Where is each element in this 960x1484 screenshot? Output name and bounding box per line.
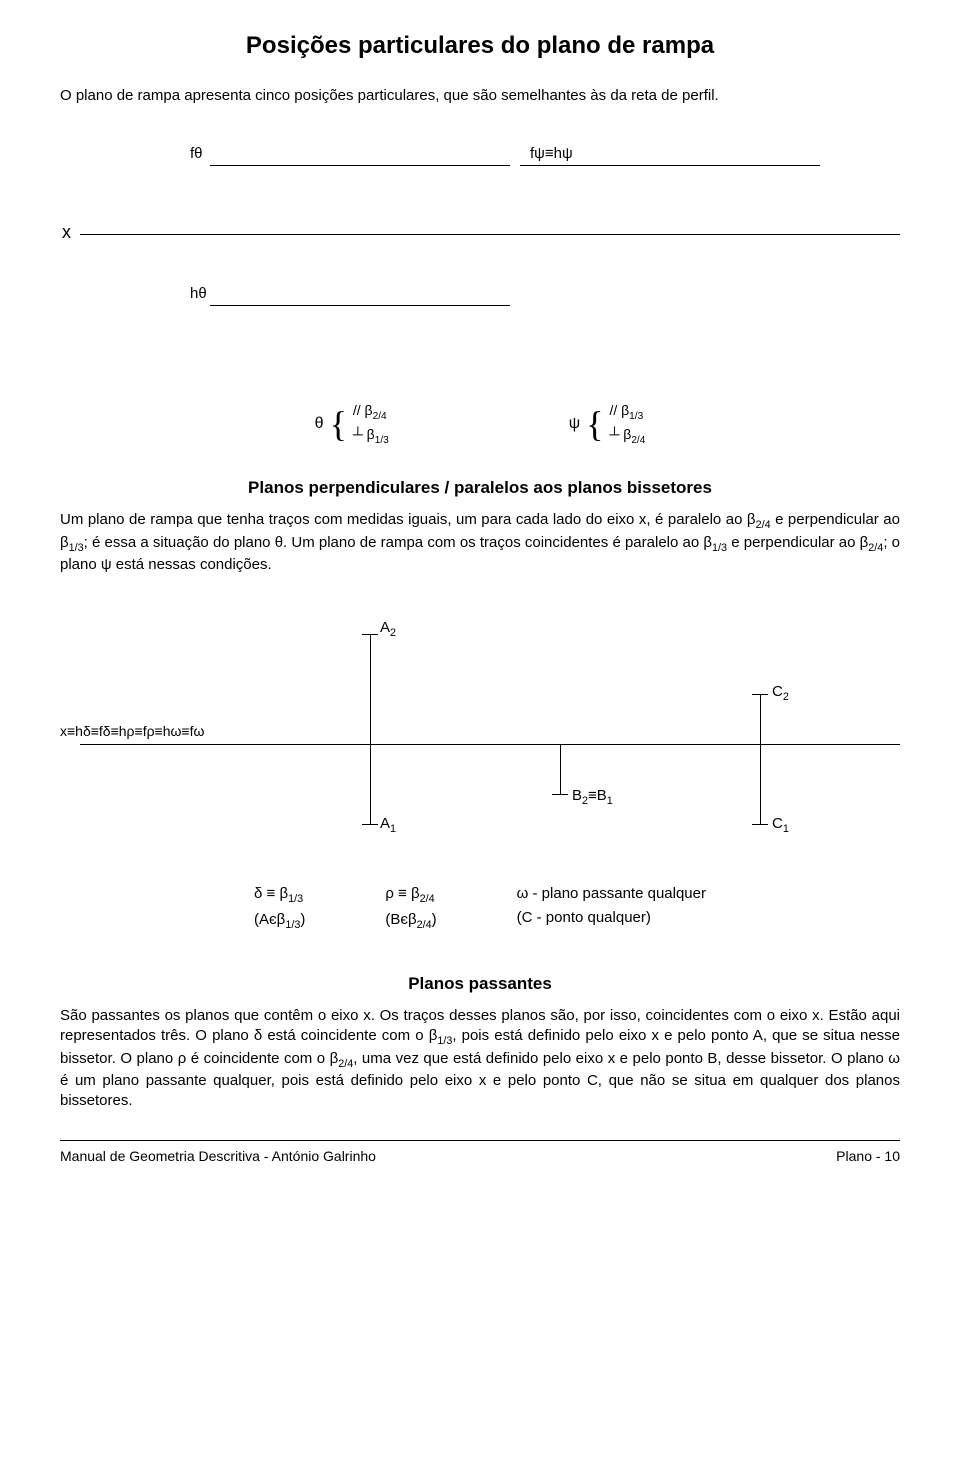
footer-left: Manual de Geometria Descritiva - António…: [60, 1147, 376, 1166]
theta-condition: θ { // β2/4 ┴ β1/3: [315, 401, 389, 448]
htheta-label: hθ: [190, 284, 207, 304]
footer-right: Plano - 10: [836, 1147, 900, 1166]
fpsi-label: fψ≡hψ: [530, 144, 573, 164]
legend-rho-1: ρ ≡ β2/4: [385, 884, 434, 907]
page-footer: Manual de Geometria Descritiva - António…: [60, 1140, 900, 1166]
legend-omega-2: (C - ponto qualquer): [517, 908, 651, 928]
ftheta-line: [210, 165, 510, 166]
diagram2-legend: δ ≡ β1/3 (Aєβ1/3) ρ ≡ β2/4 (Bєβ2/4) ω - …: [60, 884, 900, 933]
d2-tick-A1: [362, 824, 378, 825]
htheta-line: [210, 305, 510, 306]
diagram-top: fθ fψ≡hψ x hθ: [60, 137, 900, 377]
theta-name: θ: [315, 413, 324, 435]
legend-rho-2: (Bєβ2/4): [385, 910, 436, 933]
plane-conditions-row: θ { // β2/4 ┴ β1/3 ψ { // β1/3 ┴ β2/4: [60, 401, 900, 448]
d2-label-B: B2≡B1: [572, 786, 613, 809]
d2-tick-C2: [752, 694, 768, 695]
d2-label-C1: C1: [772, 814, 789, 837]
d2-line-A: [370, 634, 371, 824]
d2-tick-C1: [752, 824, 768, 825]
legend-omega-1: ω - plano passante qualquer: [517, 884, 706, 904]
d2-x-axis: [80, 744, 900, 745]
page-title: Posições particulares do plano de rampa: [60, 30, 900, 62]
psi-cond-1: // β1/3: [609, 401, 645, 423]
psi-brace: {: [586, 406, 603, 442]
psi-condition: ψ { // β1/3 ┴ β2/4: [569, 401, 646, 448]
d2-line-C: [760, 694, 761, 824]
legend-omega: ω - plano passante qualquer (C - ponto q…: [517, 884, 706, 933]
theta-cond-1: // β2/4: [353, 401, 389, 423]
theta-brace: {: [330, 406, 347, 442]
legend-delta-2: (Aєβ1/3): [254, 910, 305, 933]
diagram-bottom: x≡hδ≡fδ≡hρ≡fρ≡hω≡fω A2 A1 B2≡B1 C2 C1: [60, 604, 900, 864]
psi-name: ψ: [569, 413, 580, 435]
legend-rho: ρ ≡ β2/4 (Bєβ2/4): [385, 884, 436, 933]
section2-subtitle: Planos passantes: [60, 973, 900, 996]
d2-tick-A2: [362, 634, 378, 635]
d2-label-A2: A2: [380, 618, 396, 641]
section1-subtitle: Planos perpendiculares / paralelos aos p…: [60, 477, 900, 500]
section1-body: Um plano de rampa que tenha traços com m…: [60, 510, 900, 575]
theta-cond-2: ┴ β1/3: [353, 425, 389, 447]
psi-cond-2: ┴ β2/4: [609, 425, 645, 447]
d2-x-label: x≡hδ≡fδ≡hρ≡fρ≡hω≡fω: [60, 722, 204, 741]
d2-label-C2: C2: [772, 682, 789, 705]
legend-delta: δ ≡ β1/3 (Aєβ1/3): [254, 884, 305, 933]
section2-body: São passantes os planos que contêm o eix…: [60, 1006, 900, 1112]
intro-paragraph: O plano de rampa apresenta cinco posiçõe…: [60, 86, 900, 106]
legend-delta-1: δ ≡ β1/3: [254, 884, 303, 907]
d2-line-B: [560, 744, 561, 794]
fpsi-line: [520, 165, 820, 166]
d2-label-A1: A1: [380, 814, 396, 837]
d2-tick-B: [552, 794, 568, 795]
ftheta-label: fθ: [190, 144, 203, 164]
x-axis-line: [80, 234, 900, 235]
x-label: x: [62, 220, 71, 244]
